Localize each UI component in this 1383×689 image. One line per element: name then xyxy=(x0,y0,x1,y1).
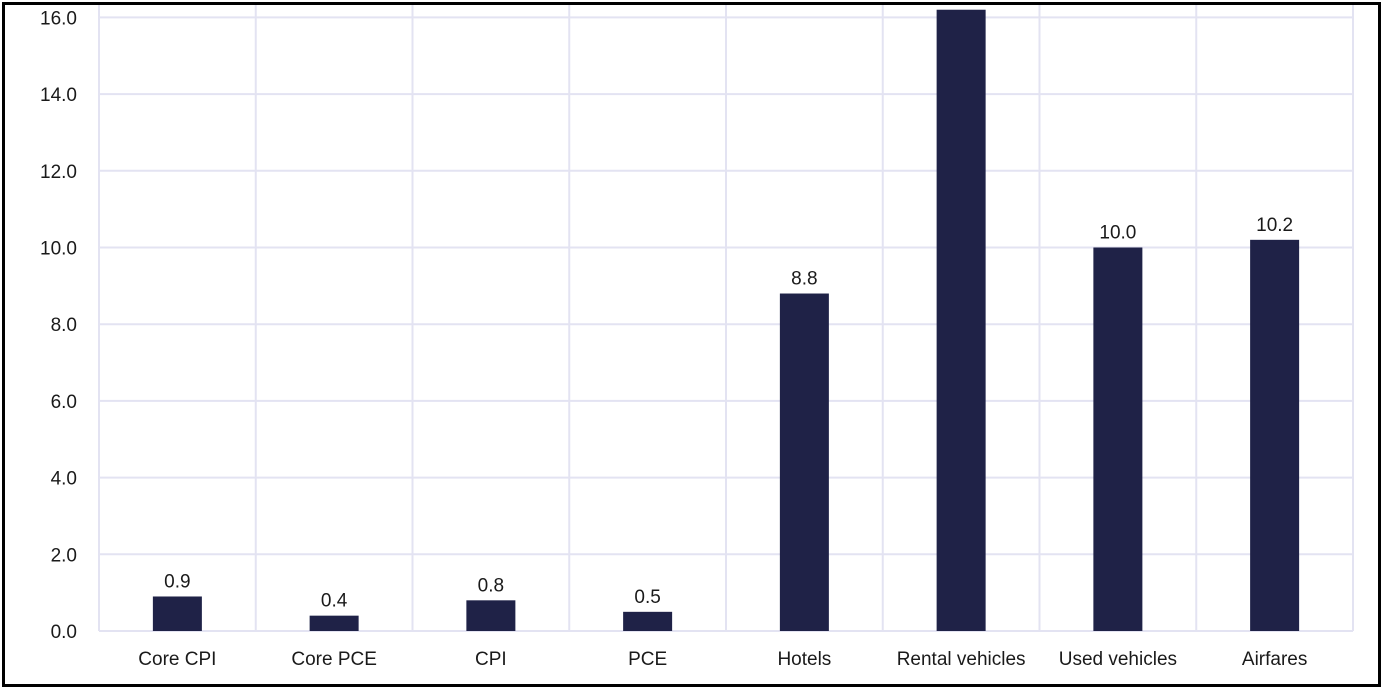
bar xyxy=(936,9,986,632)
y-tick-label: 16.0 xyxy=(40,8,77,29)
bar xyxy=(623,611,673,631)
x-tick-label: CPI xyxy=(475,649,507,670)
x-tick-label: Hotels xyxy=(777,649,831,670)
bar-chart: 0.02.04.06.08.010.012.014.016.0 0.90.40.… xyxy=(40,5,1354,670)
data-label: 0.5 xyxy=(634,587,660,608)
x-tick-label: Rental vehicles xyxy=(897,649,1026,670)
bar xyxy=(779,293,829,631)
data-labels: 0.9 0.4 0.8 0.5 8.8 10.0 10.2 xyxy=(164,215,1293,612)
y-tick-label: 2.0 xyxy=(51,545,77,566)
y-axis-tick-labels: 0.0 2.0 4.0 6.0 8.0 10.0 12.0 14.0 16.0 xyxy=(40,8,77,643)
bar xyxy=(1093,247,1143,631)
y-tick-label: 0.0 xyxy=(51,622,77,643)
data-label: 0.9 xyxy=(164,571,190,592)
x-tick-label: Used vehicles xyxy=(1059,649,1177,670)
y-tick-label: 14.0 xyxy=(40,85,77,106)
bar xyxy=(1250,239,1300,631)
grid-lines xyxy=(98,5,1354,632)
x-axis-category-labels: Core CPI Core PCE CPI PCE Hotels Rental vehic… xyxy=(138,649,1307,670)
y-tick-label: 8.0 xyxy=(51,315,77,336)
x-tick-label: PCE xyxy=(628,649,667,670)
x-tick-label: Airfares xyxy=(1242,649,1307,670)
bar xyxy=(152,596,202,631)
bar xyxy=(466,600,516,631)
bar xyxy=(309,615,359,631)
y-tick-label: 10.0 xyxy=(40,239,77,260)
data-label: 10.2 xyxy=(1256,215,1293,236)
data-label: 10.0 xyxy=(1099,223,1136,244)
bars xyxy=(152,9,1300,632)
y-tick-label: 4.0 xyxy=(51,469,77,490)
data-label: 0.4 xyxy=(321,591,348,612)
y-tick-label: 6.0 xyxy=(51,392,77,413)
x-tick-label: Core CPI xyxy=(138,649,216,670)
data-label: 0.8 xyxy=(478,575,504,596)
y-tick-label: 12.0 xyxy=(40,162,77,183)
x-tick-label: Core PCE xyxy=(291,649,377,670)
data-label: 8.8 xyxy=(791,269,817,290)
